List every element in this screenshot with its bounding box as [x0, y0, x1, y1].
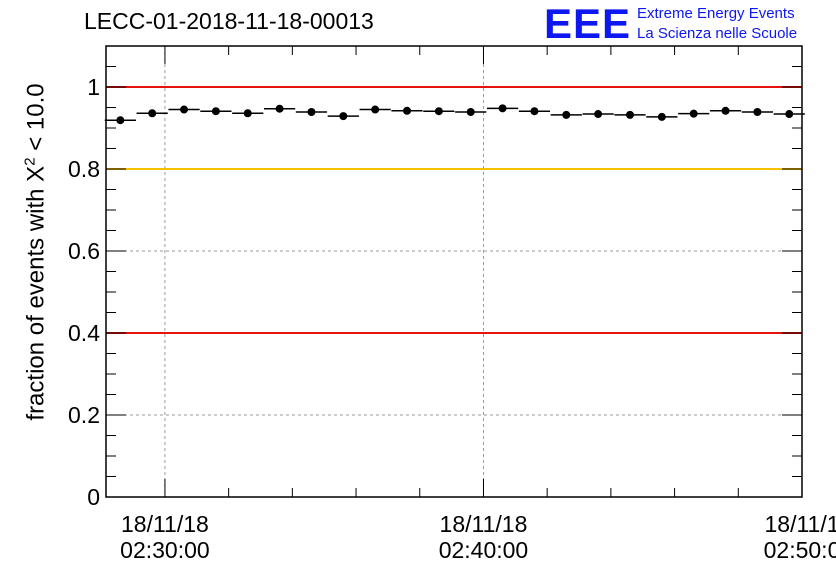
- data-point: [466, 108, 475, 117]
- data-point: [689, 109, 698, 118]
- y-tick-label: 0.4: [68, 320, 100, 346]
- data-point: [148, 109, 157, 118]
- data-point: [339, 112, 348, 121]
- x-tick-date: 18/11/18: [121, 511, 209, 537]
- data-point: [180, 105, 189, 114]
- x-tick-time: 02:40:00: [439, 537, 529, 563]
- x-tick-time: 02:50:0: [764, 537, 836, 563]
- data-point: [243, 109, 252, 118]
- eee-logo-mark: EEE: [544, 0, 632, 47]
- logo-caption-line2: La Scienza nelle Scuole: [637, 25, 798, 42]
- data-point: [657, 112, 666, 121]
- x-tick-time: 02:30:00: [120, 537, 210, 563]
- data-point: [371, 105, 380, 114]
- y-tick-label: 0: [87, 484, 100, 510]
- x-tick-date: 18/11/18: [440, 511, 528, 537]
- run-title: LECC-01-2018-11-18-00013: [84, 8, 374, 34]
- data-point: [594, 110, 603, 119]
- eee-logo: EEE Extreme Energy Events La Scienza nel…: [544, 2, 834, 46]
- data-point: [721, 106, 730, 115]
- data-point: [625, 110, 634, 119]
- y-tick-label: 1: [87, 74, 100, 100]
- data-point: [785, 110, 794, 119]
- data-point: [211, 107, 220, 116]
- y-tick-label: 0.2: [68, 402, 100, 428]
- y-tick-label: 0.6: [68, 238, 100, 264]
- data-point: [562, 110, 571, 119]
- data-point: [434, 107, 443, 116]
- data-point: [275, 104, 284, 113]
- data-point: [403, 106, 412, 115]
- data-point: [116, 116, 125, 125]
- logo-caption-line1: Extreme Energy Events: [637, 5, 795, 22]
- data-point: [307, 108, 316, 117]
- y-tick-label: 0.8: [68, 156, 100, 182]
- data-point: [498, 104, 507, 113]
- x-tick-date: 18/11/1: [764, 511, 836, 537]
- data-point: [753, 108, 762, 117]
- data-point: [530, 107, 539, 116]
